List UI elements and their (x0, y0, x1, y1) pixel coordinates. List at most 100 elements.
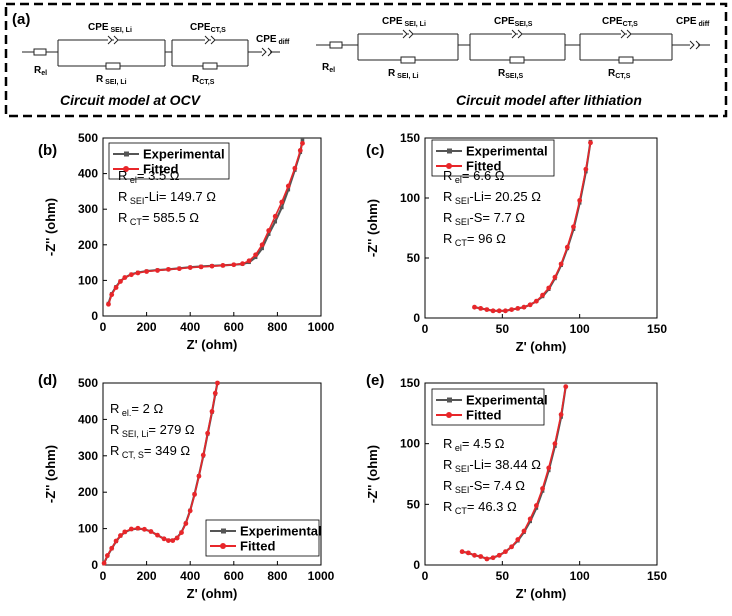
data-point-fitted (527, 516, 533, 522)
y-tick-label: 400 (78, 167, 98, 181)
data-point-fitted (113, 285, 119, 290)
chart-panel-c: (c) 0 50 100 150 0 50 100 150 Z' (ohm) -Z'' (ohm) E… (365, 131, 667, 354)
annotation-text: R el= 6.6 Ω (443, 168, 505, 185)
chart-panel-e: (e) 0 50 100 150 0 50 100 150 Z' (ohm) -Z'' (ohm) E… (365, 372, 667, 601)
data-point-fitted (515, 306, 521, 311)
data-point-fitted (540, 486, 545, 491)
data-point-fitted (196, 473, 202, 479)
y-tick-label: 0 (413, 558, 420, 572)
data-point-fitted (231, 262, 237, 268)
data-point-fitted (104, 553, 110, 558)
legend-label: Experimental (466, 393, 548, 408)
data-point-experimental (286, 187, 291, 192)
data-point-fitted (101, 560, 107, 566)
ocv-r-sei-label: R SEI, Li (96, 74, 127, 86)
x-axis-label: Z' (ohm) (187, 586, 238, 601)
data-point-fitted (174, 535, 180, 541)
annotation-text: R CT= 585.5 Ω (118, 210, 199, 227)
legend-box (108, 142, 230, 180)
data-point-fitted (209, 408, 215, 414)
data-point-fitted (118, 279, 123, 284)
ocv-cpe-ct-label: CPECT,S (190, 22, 226, 34)
data-point-fitted (198, 264, 204, 270)
data-point-fitted (187, 265, 193, 270)
data-point-experimental (279, 205, 284, 210)
legend-label: Fitted (143, 162, 178, 177)
data-point-fitted (533, 503, 539, 508)
lith-cpe-diff-label: CPE diff (676, 16, 710, 28)
circuit-lith-labels: Rel CPE SEI, Li R SEI, Li CPESEI,S RSEI,… (322, 16, 710, 80)
data-point-fitted (155, 268, 160, 273)
data-point-fitted (540, 292, 545, 298)
data-point-fitted (272, 213, 278, 219)
annotation-text: R SEI-Li= 20.25 Ω (443, 189, 541, 206)
annotation-text: R el.= 2 Ω (110, 401, 163, 418)
y-tick-label: 150 (400, 131, 420, 145)
y-tick-label: 0 (413, 311, 420, 325)
data-point-fitted (496, 552, 502, 558)
data-point-fitted (583, 166, 589, 172)
x-tick-label: 0 (100, 569, 107, 583)
data-point-fitted (113, 538, 119, 544)
legend-box (431, 139, 555, 177)
legend-marker (124, 151, 129, 157)
legend-marker (447, 148, 452, 154)
y-tick-label: 150 (400, 376, 420, 390)
annotation-text: R CT= 96 Ω (443, 231, 506, 248)
lith-r-sei-li-label: R SEI, Li (388, 68, 419, 80)
data-point-fitted (128, 526, 134, 532)
data-point-fitted (220, 263, 226, 268)
legend-marker (446, 163, 452, 169)
data-point-fitted (571, 224, 576, 230)
annotation-text: R el= 3.5 Ω (118, 168, 180, 185)
x-axis-label: Z' (ohm) (516, 586, 567, 601)
data-point-fitted (212, 390, 218, 396)
x-tick-label: 800 (267, 320, 287, 334)
x-axis-label: Z' (ohm) (187, 337, 238, 352)
lith-cpe-sei-li-label: CPE SEI, Li (382, 16, 426, 28)
data-point-fitted (459, 549, 465, 555)
legend-marker (446, 412, 452, 418)
x-tick-label: 100 (570, 322, 590, 336)
annotation-text: R SEI-Li= 38.44 Ω (443, 457, 541, 474)
data-point-fitted (200, 452, 206, 458)
circuit-ocv (22, 35, 280, 70)
lith-r-sei-s-label: RSEI,S (498, 68, 523, 80)
data-point-fitted (509, 307, 515, 312)
data-point-fitted (564, 244, 570, 250)
cpe-ct-s-symbol (204, 35, 216, 45)
legend-box (205, 519, 320, 557)
y-tick-label: 300 (78, 449, 98, 463)
data-point-fitted (240, 261, 245, 267)
plot-frame (102, 382, 322, 566)
legend-box (431, 388, 545, 426)
data-point-fitted (503, 308, 508, 314)
data-point-fitted (266, 228, 272, 233)
annotation-text: R CT= 46.3 Ω (443, 499, 517, 516)
ocv-r-ct-label: RCT,S (192, 74, 215, 86)
y-axis-label: -Z'' (ohm) (365, 445, 380, 503)
data-point-fitted (279, 199, 285, 205)
data-point-fitted (166, 266, 171, 272)
lith-cpe-ct-label: CPECT,S (602, 16, 638, 28)
x-tick-label: 200 (137, 569, 157, 583)
annotation-text: R SEI-S= 7.7 Ω (443, 210, 525, 227)
legend-marker (220, 543, 226, 549)
data-point-fitted (496, 308, 502, 314)
legend-label: Experimental (466, 144, 548, 159)
y-tick-label: 200 (78, 485, 98, 499)
x-tick-label: 1000 (308, 569, 335, 583)
x-tick-label: 0 (422, 569, 429, 583)
panel-label: (d) (38, 372, 57, 389)
lith-cpe-sei-li-symbol (402, 29, 414, 39)
x-tick-label: 150 (647, 322, 667, 336)
lith-r-sei-s-resistor (509, 56, 525, 64)
annotation-text: R SEI-S= 7.4 Ω (443, 478, 525, 495)
x-tick-label: 400 (180, 320, 200, 334)
r-el-resistor (33, 48, 47, 56)
r-sei-li-resistor (105, 62, 121, 70)
data-point-fitted (515, 537, 521, 542)
lith-r-el-resistor (329, 41, 343, 49)
